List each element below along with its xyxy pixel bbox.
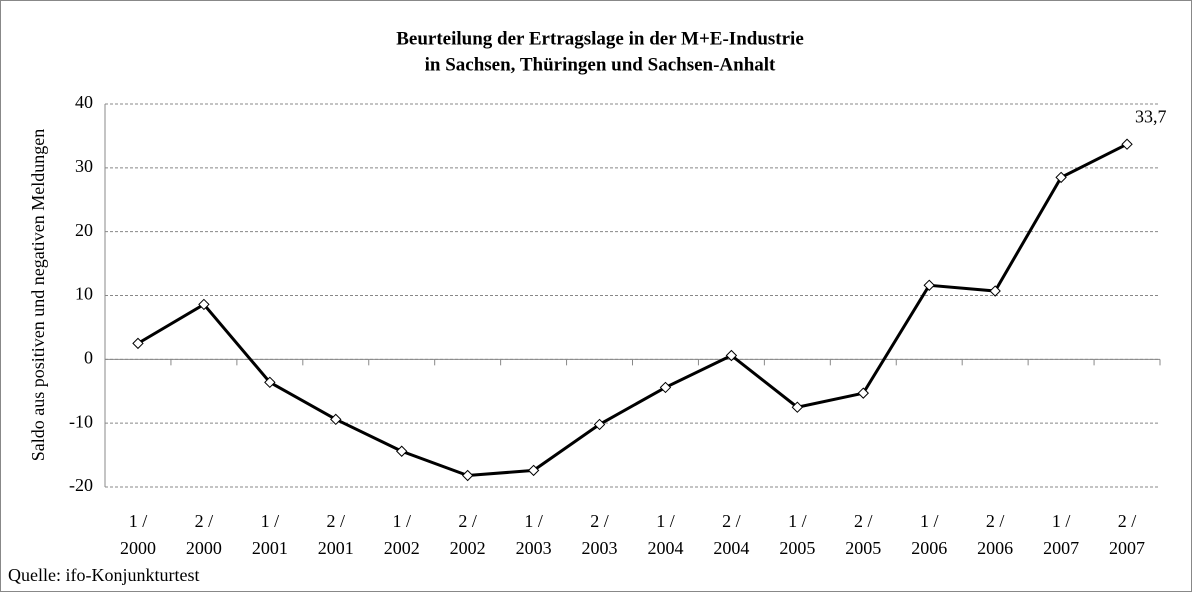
x-tick-label: 1 /2002 (384, 511, 420, 558)
y-tick-label: -20 (69, 475, 93, 495)
y-tick-label: 0 (84, 347, 93, 367)
y-tick-label: 20 (75, 220, 93, 240)
marker (132, 337, 144, 350)
x-tick-label: 1 /2000 (120, 511, 156, 558)
x-tick-label: 2 /2000 (186, 511, 222, 558)
x-tick-label: 1 /2004 (647, 511, 683, 558)
marker (330, 413, 342, 426)
marker (857, 387, 869, 399)
source: Quelle: ifo-Konjunkturtest (8, 565, 199, 585)
x-tick-label: 1 /2001 (252, 511, 288, 558)
marker (725, 349, 738, 362)
x-tick-label: 1 /2006 (911, 511, 947, 558)
marker (527, 464, 540, 477)
x-tick-label: 2 /2005 (845, 511, 881, 558)
x-tick-label: 2 /2007 (1109, 511, 1145, 558)
marker (923, 279, 935, 291)
line (137, 142, 1128, 478)
marker (198, 298, 210, 311)
x-tick-label: 1 /2007 (1043, 511, 1079, 558)
marker (1055, 171, 1067, 184)
x-tick-label: 2 /2006 (977, 511, 1013, 558)
x-tick-label: 2 /2002 (450, 511, 486, 558)
marker (396, 445, 408, 457)
y-axis-label: Saldo aus positiven und negativen Meldun… (28, 129, 48, 461)
x-tick-label: 2 /2001 (318, 511, 354, 558)
x-tick-label: 2 /2003 (582, 511, 618, 558)
marker (1121, 138, 1133, 150)
chart-title: Beurteilung der Ertragslage in der M+E-I… (396, 28, 804, 49)
chart-title: in Sachsen, Thüringen und Sachsen-Anhalt (425, 54, 776, 75)
x-tick-label: 1 /2003 (516, 511, 552, 558)
marker (593, 418, 606, 431)
marker (791, 401, 804, 413)
data-label: 33,7 (1135, 106, 1167, 126)
marker (461, 469, 474, 482)
y-tick-label: 40 (75, 92, 93, 112)
y-tick-label: -10 (69, 411, 93, 431)
x-tick-label: 1 /2005 (779, 511, 815, 558)
y-tick-label: 30 (75, 156, 93, 176)
x-tick-label: 2 /2004 (713, 511, 749, 558)
y-tick-label: 10 (75, 284, 93, 304)
marker (989, 285, 1001, 297)
marker (264, 376, 276, 389)
marker (659, 381, 672, 394)
